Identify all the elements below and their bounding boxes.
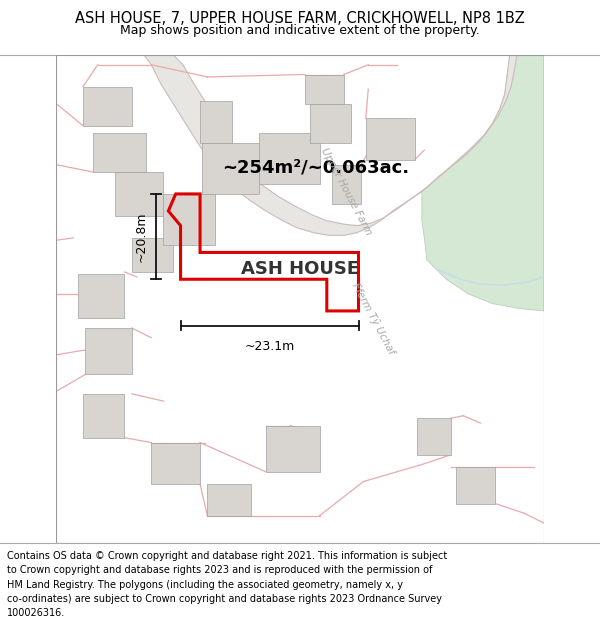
Text: ~23.1m: ~23.1m xyxy=(244,340,295,353)
Polygon shape xyxy=(259,133,320,184)
Text: ASH HOUSE: ASH HOUSE xyxy=(241,261,359,279)
Text: to Crown copyright and database rights 2023 and is reproduced with the permissio: to Crown copyright and database rights 2… xyxy=(7,565,433,575)
Polygon shape xyxy=(456,467,495,504)
Polygon shape xyxy=(417,418,451,455)
Polygon shape xyxy=(310,104,351,142)
Polygon shape xyxy=(144,55,517,236)
Text: ~254m²/~0.063ac.: ~254m²/~0.063ac. xyxy=(222,158,409,176)
Polygon shape xyxy=(200,101,232,142)
Polygon shape xyxy=(93,133,146,172)
Text: co-ordinates) are subject to Crown copyright and database rights 2023 Ordnance S: co-ordinates) are subject to Crown copyr… xyxy=(7,594,442,604)
Text: HM Land Registry. The polygons (including the associated geometry, namely x, y: HM Land Registry. The polygons (includin… xyxy=(7,579,403,589)
Text: Upper House Farm: Upper House Farm xyxy=(319,146,374,237)
Polygon shape xyxy=(132,238,173,272)
Text: 100026316.: 100026316. xyxy=(7,609,65,619)
Polygon shape xyxy=(151,442,200,484)
Polygon shape xyxy=(208,484,251,516)
Text: ~20.8m: ~20.8m xyxy=(135,211,148,262)
Polygon shape xyxy=(78,274,124,318)
Text: ASH HOUSE, 7, UPPER HOUSE FARM, CRICKHOWELL, NP8 1BZ: ASH HOUSE, 7, UPPER HOUSE FARM, CRICKHOW… xyxy=(75,11,525,26)
Polygon shape xyxy=(115,172,163,216)
Polygon shape xyxy=(332,164,361,204)
Polygon shape xyxy=(163,194,215,245)
Polygon shape xyxy=(366,118,415,160)
Polygon shape xyxy=(83,394,124,438)
Polygon shape xyxy=(83,87,132,126)
Polygon shape xyxy=(422,55,544,311)
Polygon shape xyxy=(202,142,259,194)
Text: Contains OS data © Crown copyright and database right 2021. This information is : Contains OS data © Crown copyright and d… xyxy=(7,551,448,561)
Text: Map shows position and indicative extent of the property.: Map shows position and indicative extent… xyxy=(120,24,480,38)
Text: Fferm Tŷ Uchaf: Fferm Tŷ Uchaf xyxy=(350,281,397,356)
Polygon shape xyxy=(266,426,320,472)
Polygon shape xyxy=(305,74,344,104)
Polygon shape xyxy=(85,328,132,374)
